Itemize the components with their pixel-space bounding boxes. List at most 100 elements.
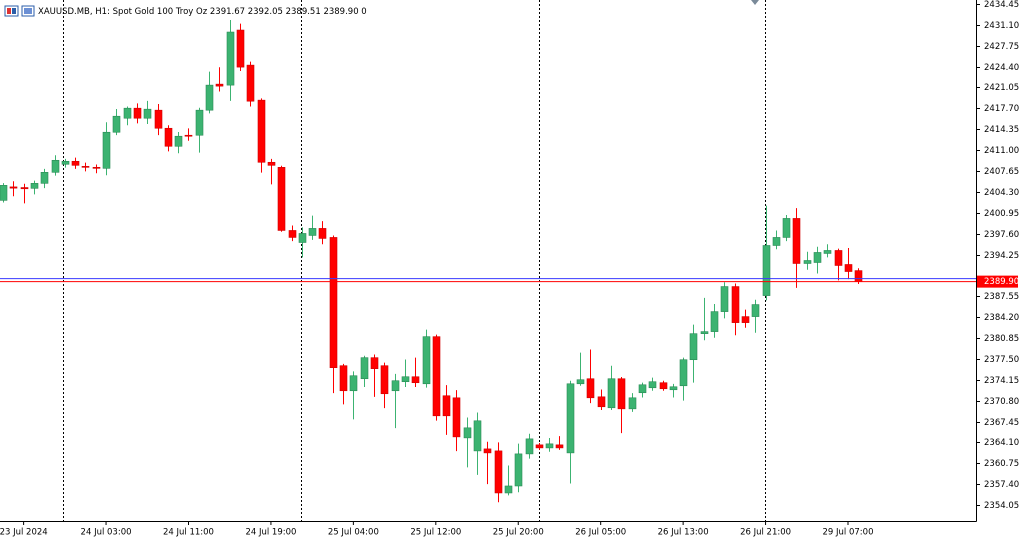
y-tick-label: 2354.05 xyxy=(984,501,1019,511)
candle-body xyxy=(504,485,513,494)
candle-body xyxy=(174,135,183,147)
y-tick-label: 2387.55 xyxy=(984,292,1019,302)
candle-body xyxy=(762,245,771,296)
candles xyxy=(0,20,863,503)
candle-body xyxy=(751,304,760,317)
x-tick-label: 29 Jul 07:00 xyxy=(823,528,874,538)
bid-label: 2389.90 xyxy=(984,277,1019,287)
candle-body xyxy=(40,172,49,184)
candle-body xyxy=(401,376,410,383)
icon-part xyxy=(12,8,16,14)
candle-body xyxy=(236,29,245,68)
icon-frame xyxy=(4,5,19,17)
candle-body xyxy=(494,450,503,494)
candle-body xyxy=(123,107,132,119)
x-tick-label: 25 Jul 12:00 xyxy=(410,528,461,538)
candle-body xyxy=(741,316,750,323)
x-tick-label: 24 Jul 19:00 xyxy=(245,528,296,538)
candle-body xyxy=(803,260,812,264)
candle-body xyxy=(288,230,297,238)
candle-body xyxy=(257,99,266,163)
y-tick-label: 2414.35 xyxy=(984,125,1019,135)
candle-body xyxy=(576,379,585,385)
y-tick-label: 2357.40 xyxy=(984,480,1019,490)
candle-body xyxy=(535,444,544,449)
candle-body xyxy=(380,365,389,395)
y-tick-label: 2407.65 xyxy=(984,167,1019,177)
bid-label-box xyxy=(977,275,1018,288)
candle-body xyxy=(514,453,523,487)
y-tick-label: 2411.00 xyxy=(984,146,1019,156)
y-tick-label: 2417.70 xyxy=(984,104,1019,114)
candle-body xyxy=(638,384,647,394)
candle-body xyxy=(844,264,853,272)
y-tick-label: 2367.45 xyxy=(984,418,1019,428)
candle-body xyxy=(648,381,657,389)
y-tick-label: 2424.40 xyxy=(984,63,1019,73)
y-tick-label: 2380.85 xyxy=(984,334,1019,344)
y-tick-label: 2400.95 xyxy=(984,209,1019,219)
x-tick-label: 24 Jul 11:00 xyxy=(163,528,214,538)
y-tick-label: 2394.25 xyxy=(984,251,1019,261)
candle-body xyxy=(329,237,338,368)
x-tick-label: 25 Jul 20:00 xyxy=(493,528,544,538)
candle-body xyxy=(473,420,482,452)
candle-body xyxy=(143,108,152,119)
candle-body xyxy=(318,228,327,239)
candle-body xyxy=(215,83,224,87)
y-tick-label: 2427.75 xyxy=(984,42,1019,52)
candle-body xyxy=(617,378,626,410)
y-tick-label: 2404.30 xyxy=(984,188,1019,198)
candle-body xyxy=(51,159,60,173)
candle-body xyxy=(823,250,832,254)
y-tick-label: 2431.10 xyxy=(984,21,1019,31)
candle-body xyxy=(391,380,400,392)
candle-body xyxy=(71,160,80,166)
candle-body xyxy=(30,183,39,189)
candle-body xyxy=(195,109,204,136)
candle-body xyxy=(720,286,729,312)
candle-body xyxy=(813,252,822,263)
candle-body xyxy=(205,84,214,111)
x-tick-label: 26 Jul 21:00 xyxy=(740,528,791,538)
candle-body xyxy=(9,186,18,189)
candle-body xyxy=(184,134,193,137)
y-tick-label: 2377.50 xyxy=(984,355,1019,365)
candle-body xyxy=(349,375,358,392)
candle-body xyxy=(700,331,709,334)
candle-body xyxy=(81,166,90,168)
candle-body xyxy=(772,237,781,246)
candle-body xyxy=(277,167,286,231)
candle-body xyxy=(792,218,801,264)
candle-body xyxy=(834,250,843,266)
candle-body xyxy=(61,160,70,165)
x-tick-label: 26 Jul 05:00 xyxy=(575,528,626,538)
chart-header: XAUUSD.MB, H1: Spot Gold 100 Troy Oz 239… xyxy=(38,7,367,17)
icon-part xyxy=(24,8,32,14)
shift-marker xyxy=(751,0,759,5)
candle-body xyxy=(452,397,461,438)
candle-body xyxy=(0,185,8,201)
y-tick-label: 2370.80 xyxy=(984,397,1019,407)
candle-body xyxy=(411,376,420,384)
candle-body xyxy=(628,397,637,410)
x-tick-label: 26 Jul 13:00 xyxy=(658,528,709,538)
candle-body xyxy=(710,311,719,332)
y-tick-label: 2421.05 xyxy=(984,83,1019,93)
y-tick-label: 2364.10 xyxy=(984,438,1019,448)
candle-body xyxy=(92,167,101,169)
candle-body xyxy=(597,396,606,408)
x-tick-label: 24 Jul 03:00 xyxy=(81,528,132,538)
candle-body xyxy=(854,270,863,282)
candle-body xyxy=(463,427,472,439)
candle-body xyxy=(545,443,554,449)
y-tick-label: 2397.60 xyxy=(984,230,1019,240)
candle-body xyxy=(246,64,255,102)
candle-body xyxy=(731,286,740,323)
x-tick-label: 23 Jul 2024 xyxy=(0,528,48,538)
candle-body xyxy=(432,336,441,417)
candle-body xyxy=(566,383,575,454)
candle-body xyxy=(442,395,451,417)
